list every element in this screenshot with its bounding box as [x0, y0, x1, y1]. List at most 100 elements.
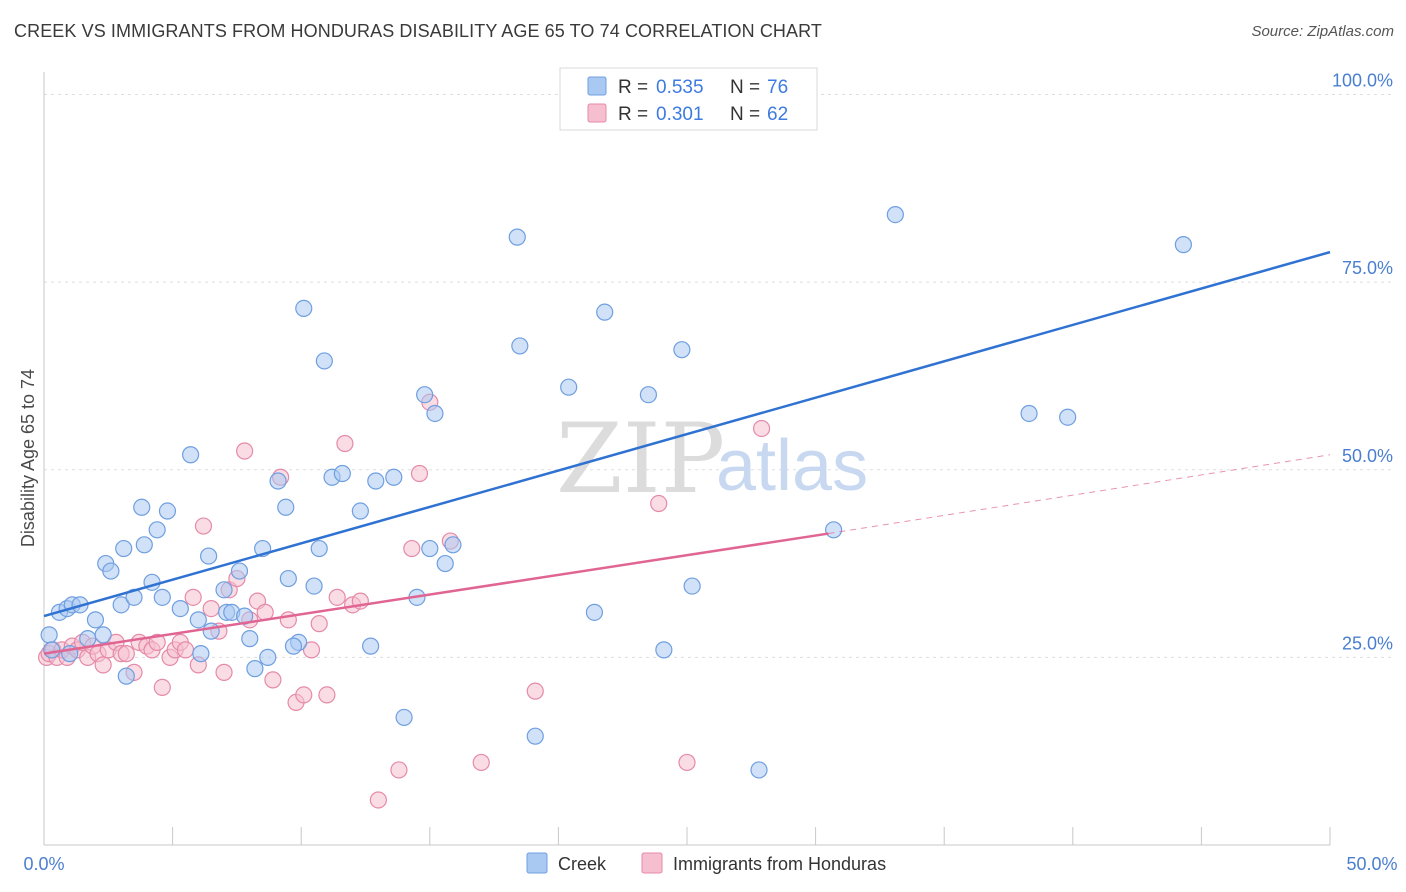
creek-point-9 — [102, 562, 120, 580]
legend-swatch-creek — [587, 76, 607, 96]
honduras-point-61 — [752, 419, 771, 438]
creek-point-38 — [310, 539, 328, 558]
watermark: ZIP atlas — [556, 403, 868, 515]
legend-r-label-creek: R = — [618, 77, 648, 98]
y-axis-label: Disability Age 65 to 74 — [18, 369, 38, 547]
creek-point-0 — [40, 626, 58, 644]
creek-point-10 — [112, 596, 130, 614]
creek-point-73 — [192, 645, 210, 663]
honduras-trend-line — [43, 532, 829, 655]
creek-point-11 — [115, 539, 133, 558]
creek-point-59 — [639, 386, 658, 404]
honduras-point-27 — [184, 588, 202, 606]
chart-title: CREEK VS IMMIGRANTS FROM HONDURAS DISABI… — [14, 21, 822, 41]
honduras-point-44 — [302, 641, 321, 659]
bottom-legend-swatch-honduras — [641, 852, 663, 874]
source-label: Source: ZipAtlas.com — [1251, 23, 1394, 40]
bottom-legend: Creek Immigrants from Honduras — [526, 852, 886, 874]
creek-point-13 — [133, 498, 151, 516]
honduras-point-26 — [176, 641, 195, 659]
creek-point-62 — [683, 577, 701, 595]
x-tick-label-max: 50.0% — [1346, 854, 1397, 874]
bottom-legend-label-creek: Creek — [558, 854, 607, 874]
creek-point-32 — [269, 472, 287, 490]
y-tick-label-2: 75.0% — [1342, 258, 1393, 278]
creek-point-14 — [135, 536, 153, 554]
legend-r-label-honduras: R = — [618, 104, 648, 125]
creek-point-58 — [596, 303, 614, 321]
x-axis-ticks — [43, 827, 1331, 845]
creek-point-75 — [284, 637, 303, 655]
creek-point-18 — [158, 502, 177, 520]
watermark-zip: ZIP — [556, 403, 725, 515]
creek-point-57 — [585, 603, 604, 621]
y-tick-label-0: 25.0% — [1342, 633, 1393, 653]
honduras-point-53 — [403, 539, 421, 558]
legend-n-value-honduras: 62 — [767, 104, 788, 125]
bottom-legend-label-honduras: Immigrants from Honduras — [673, 854, 886, 874]
legend-n-value-creek: 76 — [767, 77, 788, 98]
honduras-point-12 — [94, 656, 112, 674]
honduras-point-39 — [264, 671, 282, 689]
legend-n-label-honduras: N = — [730, 104, 760, 125]
honduras-point-45 — [310, 615, 328, 633]
honduras-point-59 — [650, 494, 668, 513]
honduras-point-29 — [194, 517, 213, 535]
creek-point-39 — [315, 352, 333, 370]
legend-r-value-honduras: 0.301 — [656, 104, 704, 125]
y-tick-label-1: 50.0% — [1342, 446, 1393, 466]
creek-point-67 — [1020, 404, 1038, 423]
creek-point-65 — [825, 521, 843, 539]
creek-point-70 — [43, 641, 61, 659]
trend-lines — [43, 250, 1331, 655]
honduras-point-22 — [153, 678, 171, 696]
honduras-point-32 — [215, 663, 233, 681]
creek-point-66 — [886, 205, 904, 224]
creek-point-33 — [277, 498, 295, 516]
creek-point-31 — [259, 648, 277, 666]
creek-point-60 — [655, 641, 673, 659]
honduras-point-58 — [526, 682, 544, 700]
creek-point-48 — [416, 386, 434, 404]
honduras-point-35 — [236, 442, 254, 460]
honduras-point-51 — [369, 791, 387, 809]
legend-swatch-honduras — [587, 103, 607, 123]
creek-point-37 — [305, 577, 323, 595]
legend-r-value-creek: 0.535 — [656, 77, 704, 98]
honduras-point-52 — [390, 761, 408, 779]
creek-point-68 — [1059, 408, 1077, 426]
creek-point-56 — [560, 378, 578, 396]
creek-point-21 — [189, 611, 207, 629]
honduras-point-48 — [336, 434, 354, 453]
creek-point-43 — [362, 637, 380, 655]
creek-trend-line — [43, 250, 1331, 618]
creek-point-51 — [436, 554, 454, 573]
creek-point-19 — [171, 599, 189, 618]
creek-point-17 — [153, 588, 171, 606]
creek-point-27 — [230, 562, 249, 580]
legend-n-label-creek: N = — [730, 77, 760, 98]
legend-box: R = 0.535 N = 76 R = 0.301 N = 62 — [559, 67, 818, 131]
creek-point-53 — [508, 228, 526, 246]
creek-point-42 — [351, 502, 369, 520]
creek-point-72 — [117, 667, 135, 685]
creek-point-63 — [750, 761, 768, 779]
creek-point-46 — [395, 708, 413, 727]
creek-point-24 — [215, 581, 233, 599]
creek-point-54 — [511, 337, 529, 355]
honduras-point-16 — [117, 645, 135, 663]
creek-point-34 — [279, 569, 297, 588]
honduras-point-46 — [318, 686, 336, 704]
honduras-point-54 — [410, 464, 429, 483]
honduras-point-60 — [678, 753, 696, 772]
creek-point-69 — [1174, 236, 1192, 254]
creek-point-52 — [444, 536, 462, 554]
creek-point-20 — [182, 446, 200, 464]
honduras-trend-line-extension — [828, 454, 1331, 535]
creek-point-61 — [673, 341, 691, 359]
creek-point-29 — [246, 660, 264, 678]
creek-point-5 — [79, 630, 97, 648]
creek-point-41 — [333, 464, 351, 483]
creek-point-49 — [421, 539, 439, 558]
